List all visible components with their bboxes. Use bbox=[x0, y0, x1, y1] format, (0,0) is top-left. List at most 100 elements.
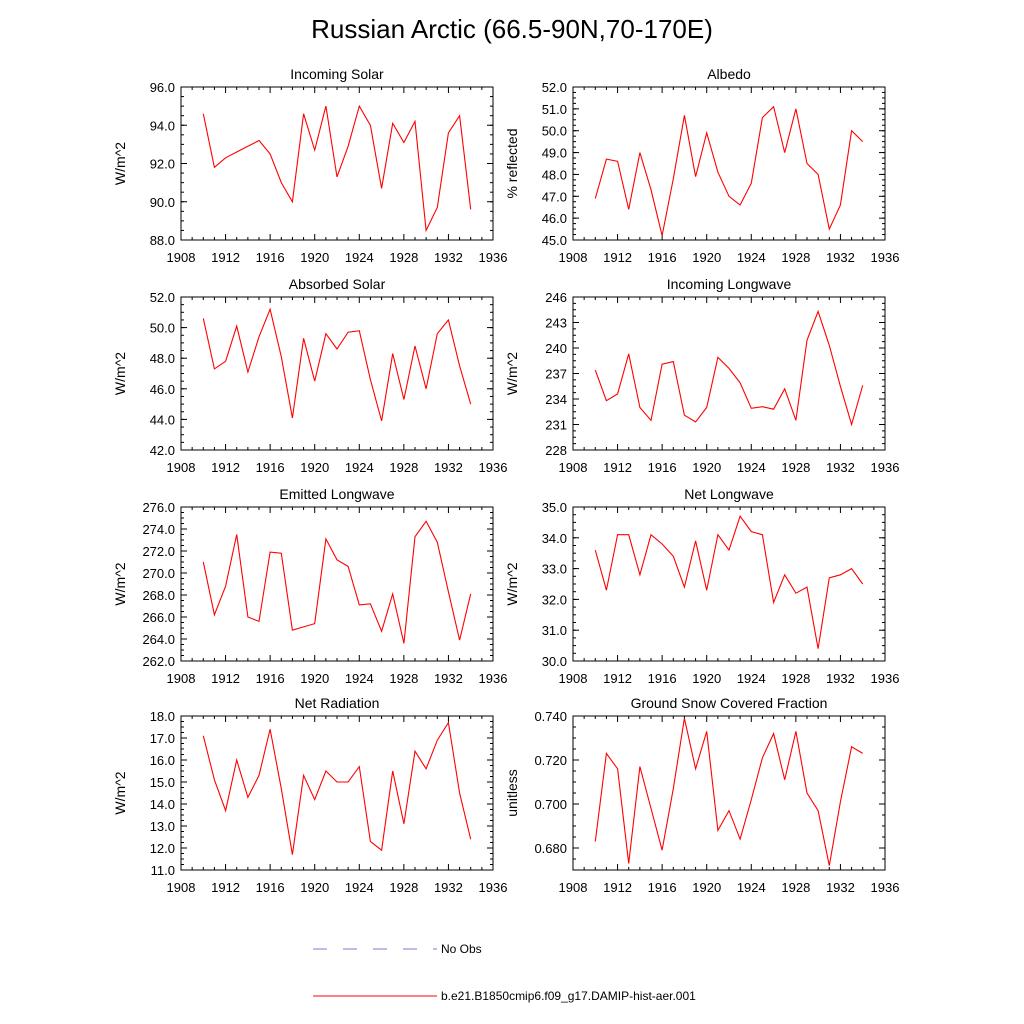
x-tick-label: 1932 bbox=[434, 880, 463, 895]
y-tick-label: 228 bbox=[545, 443, 567, 458]
x-tick-label: 1928 bbox=[781, 671, 810, 686]
y-tick-label: 46.0 bbox=[542, 211, 567, 226]
x-tick-label: 1928 bbox=[781, 880, 810, 895]
x-tick-label: 1928 bbox=[389, 671, 418, 686]
x-tick-label: 1916 bbox=[256, 880, 285, 895]
y-tick-label: 52.0 bbox=[150, 290, 175, 305]
x-tick-label: 1908 bbox=[559, 250, 588, 265]
x-tick-label: 1924 bbox=[737, 880, 766, 895]
y-tick-label: 96.0 bbox=[150, 80, 175, 95]
x-tick-label: 1924 bbox=[737, 671, 766, 686]
chart-title: Net Longwave bbox=[684, 486, 774, 502]
x-tick-label: 1932 bbox=[826, 250, 855, 265]
x-tick-label: 1916 bbox=[256, 671, 285, 686]
x-tick-label: 1936 bbox=[479, 880, 508, 895]
series-line bbox=[202, 104, 472, 233]
x-tick-label: 1908 bbox=[559, 880, 588, 895]
y-tick-label: 50.0 bbox=[150, 321, 175, 336]
y-tick-label: 52.0 bbox=[542, 80, 567, 95]
series-line bbox=[594, 309, 864, 427]
y-tick-label: 50.0 bbox=[542, 124, 567, 139]
x-tick-label: 1916 bbox=[256, 250, 285, 265]
x-tick-label: 1920 bbox=[692, 460, 721, 475]
chart-panel: Absorbed Solar W/m^2 1908 1912 1916 1920 1924 1… bbox=[112, 276, 507, 475]
y-tick-label: 90.0 bbox=[150, 195, 175, 210]
x-tick-label: 1908 bbox=[559, 460, 588, 475]
chart-title: Incoming Longwave bbox=[667, 276, 792, 292]
y-tick-label: 48.0 bbox=[542, 167, 567, 182]
y-tick-label: 18.0 bbox=[150, 709, 175, 724]
x-tick-label: 1924 bbox=[345, 460, 374, 475]
chart-title: Absorbed Solar bbox=[289, 276, 386, 292]
series-line bbox=[594, 718, 863, 866]
y-tick-label: 264.0 bbox=[142, 632, 175, 647]
x-tick-label: 1924 bbox=[345, 671, 374, 686]
chart-panel: Ground Snow Covered Fraction unitless 1908… bbox=[504, 695, 899, 895]
y-tick-label: 0.700 bbox=[534, 797, 567, 812]
series-line bbox=[594, 105, 864, 236]
x-tick-label: 1924 bbox=[345, 250, 374, 265]
x-tick-label: 1908 bbox=[167, 671, 196, 686]
y-tick-label: 0.720 bbox=[534, 753, 567, 768]
chart-panel: Net Longwave W/m^2 1908 1912 1916 1920 1924 192… bbox=[504, 486, 899, 686]
x-tick-label: 1924 bbox=[345, 880, 374, 895]
x-tick-label: 1936 bbox=[871, 671, 900, 686]
plot-frame bbox=[572, 86, 886, 241]
chart-title: Ground Snow Covered Fraction bbox=[631, 695, 828, 711]
y-tick-label: 237 bbox=[545, 367, 567, 382]
x-tick-label: 1936 bbox=[479, 460, 508, 475]
x-tick-label: 1920 bbox=[692, 250, 721, 265]
y-tick-label: 94.0 bbox=[150, 118, 175, 133]
y-tick-label: 51.0 bbox=[542, 102, 567, 117]
x-tick-label: 1928 bbox=[389, 250, 418, 265]
x-tick-label: 1908 bbox=[167, 460, 196, 475]
page-title: Russian Arctic (66.5-90N,70-170E) bbox=[311, 14, 713, 44]
x-tick-label: 1912 bbox=[211, 460, 240, 475]
series-line bbox=[202, 721, 472, 855]
x-tick-label: 1936 bbox=[479, 250, 508, 265]
plot-frame bbox=[180, 86, 494, 241]
x-tick-label: 1908 bbox=[559, 671, 588, 686]
plot-frame bbox=[180, 715, 494, 871]
x-tick-label: 1912 bbox=[211, 250, 240, 265]
x-tick-label: 1924 bbox=[737, 250, 766, 265]
chart-title: Incoming Solar bbox=[290, 66, 384, 82]
y-tick-label: 31.0 bbox=[542, 623, 567, 638]
x-tick-label: 1932 bbox=[434, 250, 463, 265]
series-line bbox=[202, 307, 472, 422]
x-tick-label: 1920 bbox=[692, 880, 721, 895]
y-tick-label: 92.0 bbox=[150, 157, 175, 172]
y-tick-label: 14.0 bbox=[150, 797, 175, 812]
y-tick-label: 15.0 bbox=[150, 775, 175, 790]
y-tick-label: 272.0 bbox=[142, 544, 175, 559]
y-axis-label: W/m^2 bbox=[504, 352, 520, 395]
x-tick-label: 1920 bbox=[300, 460, 329, 475]
x-tick-label: 1916 bbox=[648, 671, 677, 686]
x-tick-label: 1920 bbox=[300, 671, 329, 686]
plot-frame bbox=[572, 506, 886, 662]
x-tick-label: 1912 bbox=[603, 250, 632, 265]
y-tick-label: 34.0 bbox=[542, 531, 567, 546]
x-tick-label: 1912 bbox=[603, 880, 632, 895]
y-tick-label: 47.0 bbox=[542, 189, 567, 204]
x-tick-label: 1908 bbox=[167, 250, 196, 265]
y-tick-label: 276.0 bbox=[142, 500, 175, 515]
x-tick-label: 1916 bbox=[648, 250, 677, 265]
chart-title: Emitted Longwave bbox=[279, 486, 394, 502]
y-tick-label: 30.0 bbox=[542, 654, 567, 669]
x-tick-label: 1936 bbox=[871, 250, 900, 265]
x-tick-label: 1932 bbox=[434, 460, 463, 475]
y-tick-label: 42.0 bbox=[150, 443, 175, 458]
y-tick-label: 44.0 bbox=[150, 412, 175, 427]
y-tick-label: 0.680 bbox=[534, 841, 567, 856]
y-axis-label: W/m^2 bbox=[112, 352, 128, 395]
x-tick-label: 1932 bbox=[826, 880, 855, 895]
chart-panel: Emitted Longwave W/m^2 1908 1912 1916 1920 192… bbox=[112, 486, 507, 686]
y-tick-label: 246 bbox=[545, 290, 567, 305]
y-tick-label: 243 bbox=[545, 316, 567, 331]
y-tick-label: 11.0 bbox=[151, 863, 175, 878]
y-axis-label: W/m^2 bbox=[504, 562, 520, 605]
y-tick-label: 48.0 bbox=[150, 351, 175, 366]
x-tick-label: 1928 bbox=[389, 460, 418, 475]
